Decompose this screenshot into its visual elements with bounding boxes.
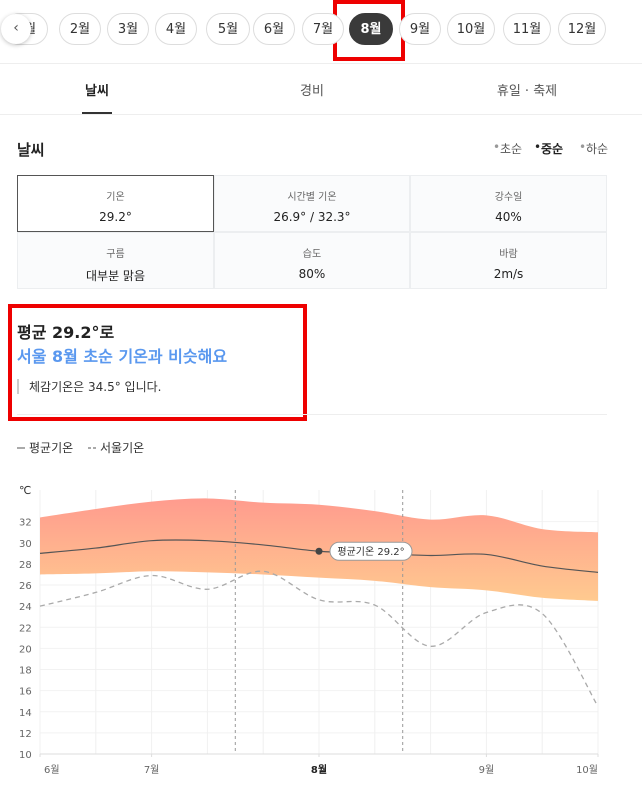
month-pill[interactable]: 2월 bbox=[59, 13, 101, 45]
bullet: • bbox=[493, 140, 501, 154]
period[interactable]: 하순 bbox=[586, 142, 609, 156]
month-pill[interactable]: 8월 bbox=[349, 13, 393, 45]
y-tick-label: 28 bbox=[19, 560, 32, 571]
tab-underline bbox=[82, 112, 112, 114]
annotation-box bbox=[329, 541, 413, 561]
back-button[interactable]: ‹ bbox=[1, 14, 31, 44]
month-pill[interactable]: 4월 bbox=[155, 13, 197, 45]
info-cell: 습도 80% bbox=[214, 232, 410, 289]
cell-value: 40% bbox=[495, 210, 522, 224]
cell-value: 29.2° bbox=[99, 210, 132, 224]
temperature-band bbox=[40, 498, 598, 601]
divider bbox=[0, 63, 642, 64]
info-cell: 기온 29.2° bbox=[17, 175, 214, 232]
cell-label: 바람 bbox=[499, 249, 518, 260]
summary-note: 체감기온은 34.5° 입니다. bbox=[29, 380, 162, 394]
month-pill[interactable]: 10월 bbox=[447, 13, 495, 45]
month-pill[interactable]: 6월 bbox=[253, 13, 295, 45]
highlight-box bbox=[8, 304, 307, 421]
cell-value: 대부분 맑음 bbox=[85, 269, 145, 283]
annotation-label: 평균기온 29.2° bbox=[337, 546, 404, 558]
month-pill[interactable]: 7월 bbox=[302, 13, 344, 45]
info-cell: 강수일 40% bbox=[410, 175, 607, 232]
y-tick-label: 22 bbox=[19, 623, 32, 634]
cell-value: 80% bbox=[298, 267, 326, 281]
annotation-point bbox=[315, 547, 323, 555]
y-tick-label: 10 bbox=[19, 750, 32, 761]
bullet: • bbox=[534, 140, 542, 154]
tab[interactable]: 경비 bbox=[300, 84, 324, 99]
cell-value: 26.9° / 32.3° bbox=[273, 210, 351, 224]
cell-label: 구름 bbox=[106, 249, 125, 260]
cell-label: 습도 bbox=[302, 249, 322, 260]
x-tick-label: 8월 bbox=[311, 764, 327, 776]
summary-subline: 서울 8월 초순 기온과 비슷해요 bbox=[17, 347, 228, 366]
y-tick-label: 30 bbox=[19, 539, 32, 550]
y-tick-label: 18 bbox=[19, 666, 32, 677]
x-tick-label: 7월 bbox=[144, 764, 160, 776]
period[interactable]: 중순 bbox=[541, 142, 564, 156]
cell-label: 기온 bbox=[106, 192, 125, 203]
info-cell: 시간별 기온 26.9° / 32.3° bbox=[214, 175, 410, 232]
y-tick-label: 26 bbox=[19, 581, 32, 592]
y-tick-label: 14 bbox=[19, 708, 32, 719]
y-axis-label: ℃ bbox=[19, 484, 31, 497]
series-line bbox=[39, 539, 599, 573]
divider bbox=[17, 414, 607, 415]
legend-label: 서울기온 bbox=[100, 441, 144, 455]
month-pill[interactable]: 12월 bbox=[558, 13, 606, 45]
legend-label: 평균기온 bbox=[29, 441, 73, 455]
y-tick-label: 20 bbox=[19, 644, 32, 655]
tab[interactable]: 휴일 · 축제 bbox=[496, 84, 558, 99]
cell-label: 시간별 기온 bbox=[287, 192, 337, 203]
month-pill[interactable]: 11월 bbox=[503, 13, 551, 45]
y-tick-label: 24 bbox=[19, 602, 32, 613]
period[interactable]: 초순 bbox=[500, 142, 523, 156]
tab[interactable]: 날씨 bbox=[85, 84, 109, 99]
series-line bbox=[39, 570, 599, 707]
cell-value: 2m/s bbox=[493, 267, 524, 281]
month-pill[interactable]: 5월 bbox=[206, 13, 250, 45]
divider bbox=[0, 114, 642, 115]
x-tick-label: 9월 bbox=[479, 764, 495, 776]
y-tick-label: 32 bbox=[19, 518, 32, 529]
note-bar bbox=[17, 379, 19, 394]
x-tick-label: 6월 bbox=[44, 764, 60, 776]
x-tick-label: 10월 bbox=[576, 764, 598, 776]
bullet: • bbox=[579, 140, 587, 154]
month-pill[interactable]: 9월 bbox=[399, 13, 441, 45]
info-cell: 바람 2m/s bbox=[410, 232, 607, 289]
section-title: 날씨 bbox=[17, 141, 45, 159]
y-tick-label: 12 bbox=[19, 729, 32, 740]
y-tick-label: 16 bbox=[19, 687, 32, 698]
month-pill[interactable]: 3월 bbox=[107, 13, 149, 45]
cell-label: 강수일 bbox=[494, 192, 523, 203]
summary-headline: 평균 29.2°로 bbox=[17, 323, 115, 342]
